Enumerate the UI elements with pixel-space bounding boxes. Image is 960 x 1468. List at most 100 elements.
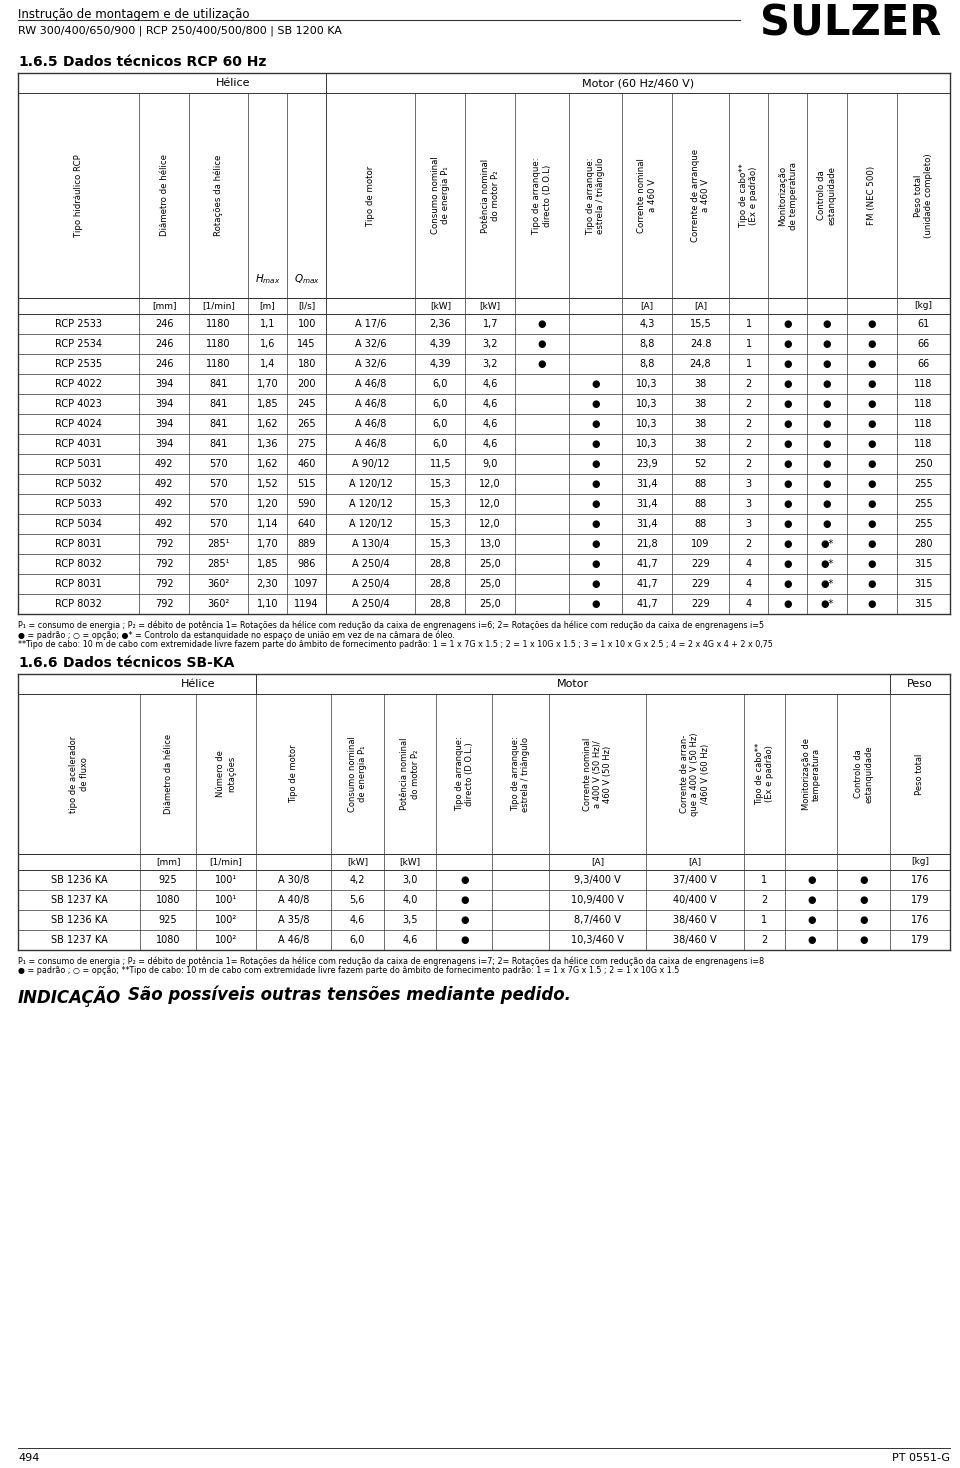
Text: 3: 3 [746, 499, 752, 509]
Text: 1: 1 [761, 875, 767, 885]
Text: A 120/12: A 120/12 [348, 499, 393, 509]
Text: A 40/8: A 40/8 [278, 895, 309, 904]
Text: RCP 8031: RCP 8031 [56, 578, 102, 589]
Text: ●*: ●* [821, 578, 833, 589]
Text: ●: ● [859, 915, 868, 925]
Text: 8,8: 8,8 [639, 360, 655, 368]
Text: 460: 460 [298, 459, 316, 468]
Text: ●: ● [591, 539, 600, 549]
Text: 100: 100 [298, 319, 316, 329]
Text: 15,3: 15,3 [429, 520, 451, 528]
Text: 10,3: 10,3 [636, 439, 658, 449]
Text: ●: ● [867, 539, 876, 549]
Text: A 32/6: A 32/6 [355, 360, 387, 368]
Text: ●: ● [867, 599, 876, 609]
Text: 11,5: 11,5 [429, 459, 451, 468]
Text: 494: 494 [18, 1453, 39, 1464]
Text: 246: 246 [155, 339, 174, 349]
Text: 2: 2 [746, 459, 752, 468]
Text: 9,3/400 V: 9,3/400 V [574, 875, 621, 885]
Text: 31,4: 31,4 [636, 520, 658, 528]
Text: 4,6: 4,6 [483, 418, 498, 429]
Text: Tipo de motor: Tipo de motor [289, 744, 299, 803]
Text: 1,20: 1,20 [256, 499, 278, 509]
Text: 2: 2 [746, 379, 752, 389]
Text: 52: 52 [694, 459, 707, 468]
Text: 275: 275 [298, 439, 316, 449]
Text: ●: ● [783, 539, 792, 549]
Text: ●: ● [823, 439, 831, 449]
Text: [kW]: [kW] [430, 301, 451, 311]
Text: 792: 792 [155, 559, 174, 570]
Text: 1097: 1097 [295, 578, 319, 589]
Text: ●: ● [867, 439, 876, 449]
Text: 4,6: 4,6 [402, 935, 418, 945]
Text: A 130/4: A 130/4 [352, 539, 390, 549]
Text: ●: ● [867, 399, 876, 410]
Text: 3,2: 3,2 [483, 360, 498, 368]
Text: SB 1236 KA: SB 1236 KA [51, 915, 108, 925]
Text: [A]: [A] [694, 301, 708, 311]
Text: A 250/4: A 250/4 [352, 559, 390, 570]
Text: Diâmetro de hélice: Diâmetro de hélice [159, 154, 169, 236]
Text: Corrente nominal
a 460 V: Corrente nominal a 460 V [637, 159, 657, 233]
Text: Tipo de cabo**
(Ex e padrão): Tipo de cabo** (Ex e padrão) [755, 743, 774, 804]
Text: 1,70: 1,70 [256, 379, 278, 389]
Text: ●: ● [823, 479, 831, 489]
Text: A 46/8: A 46/8 [278, 935, 309, 945]
Text: 492: 492 [155, 479, 174, 489]
Text: ●: ● [591, 459, 600, 468]
Text: 23,9: 23,9 [636, 459, 658, 468]
Text: Controlo da
estanquidade: Controlo da estanquidade [817, 166, 837, 225]
Text: 118: 118 [914, 418, 932, 429]
Text: Peso total: Peso total [916, 753, 924, 794]
Text: 100²: 100² [215, 915, 237, 925]
Text: RCP 2533: RCP 2533 [55, 319, 102, 329]
Text: 10,3: 10,3 [636, 418, 658, 429]
Text: 28,8: 28,8 [429, 578, 451, 589]
Text: **Tipo de cabo: 10 m de cabo com extremidade livre fazem parte do âmbito de forn: **Tipo de cabo: 10 m de cabo com extremi… [18, 640, 773, 649]
Text: SB 1236 KA: SB 1236 KA [51, 875, 108, 885]
Text: ●: ● [807, 875, 815, 885]
Text: ●: ● [783, 499, 792, 509]
Text: 986: 986 [298, 559, 316, 570]
Text: 118: 118 [914, 379, 932, 389]
Text: 2: 2 [761, 935, 767, 945]
Text: 492: 492 [155, 520, 174, 528]
Text: 15,3: 15,3 [429, 499, 451, 509]
Text: 100²: 100² [215, 935, 237, 945]
Text: 176: 176 [911, 915, 929, 925]
Text: ●: ● [783, 559, 792, 570]
Text: 13,0: 13,0 [479, 539, 501, 549]
Text: ●: ● [591, 399, 600, 410]
Text: 285¹: 285¹ [207, 539, 229, 549]
Text: [A]: [A] [688, 857, 702, 866]
Text: 1,62: 1,62 [256, 418, 278, 429]
Text: Potência nominal
do motor P₂: Potência nominal do motor P₂ [400, 738, 420, 810]
Text: ●*: ●* [821, 559, 833, 570]
Text: 4,39: 4,39 [429, 339, 451, 349]
Text: ●: ● [783, 399, 792, 410]
Text: 2: 2 [746, 399, 752, 410]
Text: 38: 38 [694, 399, 707, 410]
Text: ●: ● [823, 399, 831, 410]
Text: ●: ● [591, 520, 600, 528]
Text: 38/460 V: 38/460 V [673, 935, 717, 945]
Text: 24,8: 24,8 [689, 360, 711, 368]
Text: ●: ● [591, 599, 600, 609]
Text: ●: ● [591, 559, 600, 570]
Text: [kg]: [kg] [911, 857, 929, 866]
Text: A 46/8: A 46/8 [355, 439, 387, 449]
Text: RW 300/400/650/900 | RCP 250/400/500/800 | SB 1200 KA: RW 300/400/650/900 | RCP 250/400/500/800… [18, 26, 342, 37]
Text: Tipo de cabo**
(Ex e padrão): Tipo de cabo** (Ex e padrão) [739, 163, 758, 228]
Text: 265: 265 [298, 418, 316, 429]
Text: ●: ● [859, 895, 868, 904]
Text: Peso total
(unidade completo): Peso total (unidade completo) [914, 153, 933, 238]
Text: A 90/12: A 90/12 [352, 459, 390, 468]
Text: [kW]: [kW] [399, 857, 420, 866]
Text: [m]: [m] [259, 301, 276, 311]
Text: 841: 841 [209, 399, 228, 410]
Text: 6,0: 6,0 [433, 399, 448, 410]
Text: 4,39: 4,39 [429, 360, 451, 368]
Text: A 250/4: A 250/4 [352, 578, 390, 589]
